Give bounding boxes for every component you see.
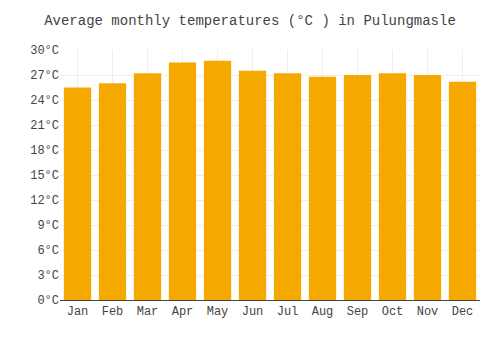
svg-text:Mar: Mar (137, 305, 159, 319)
svg-text:Average monthly temperatures (: Average monthly temperatures (°C ) in Pu… (44, 13, 456, 29)
svg-text:6°C: 6°C (37, 244, 59, 258)
svg-text:Dec: Dec (452, 305, 474, 319)
svg-text:Jan: Jan (67, 305, 89, 319)
svg-text:Feb: Feb (102, 305, 124, 319)
svg-text:Aug: Aug (312, 305, 334, 319)
svg-text:Jul: Jul (277, 305, 299, 319)
svg-text:15°C: 15°C (30, 169, 59, 183)
svg-text:0°C: 0°C (37, 294, 59, 308)
svg-text:30°C: 30°C (30, 44, 59, 58)
svg-text:12°C: 12°C (30, 194, 59, 208)
svg-text:3°C: 3°C (37, 269, 59, 283)
svg-text:Sep: Sep (347, 305, 369, 319)
svg-text:Apr: Apr (172, 305, 194, 319)
svg-text:Oct: Oct (382, 305, 404, 319)
svg-text:27°C: 27°C (30, 69, 59, 83)
svg-text:21°C: 21°C (30, 119, 59, 133)
svg-text:18°C: 18°C (30, 144, 59, 158)
svg-text:Nov: Nov (417, 305, 439, 319)
svg-text:Jun: Jun (242, 305, 264, 319)
svg-text:May: May (207, 305, 229, 319)
svg-text:9°C: 9°C (37, 219, 59, 233)
svg-text:24°C: 24°C (30, 94, 59, 108)
